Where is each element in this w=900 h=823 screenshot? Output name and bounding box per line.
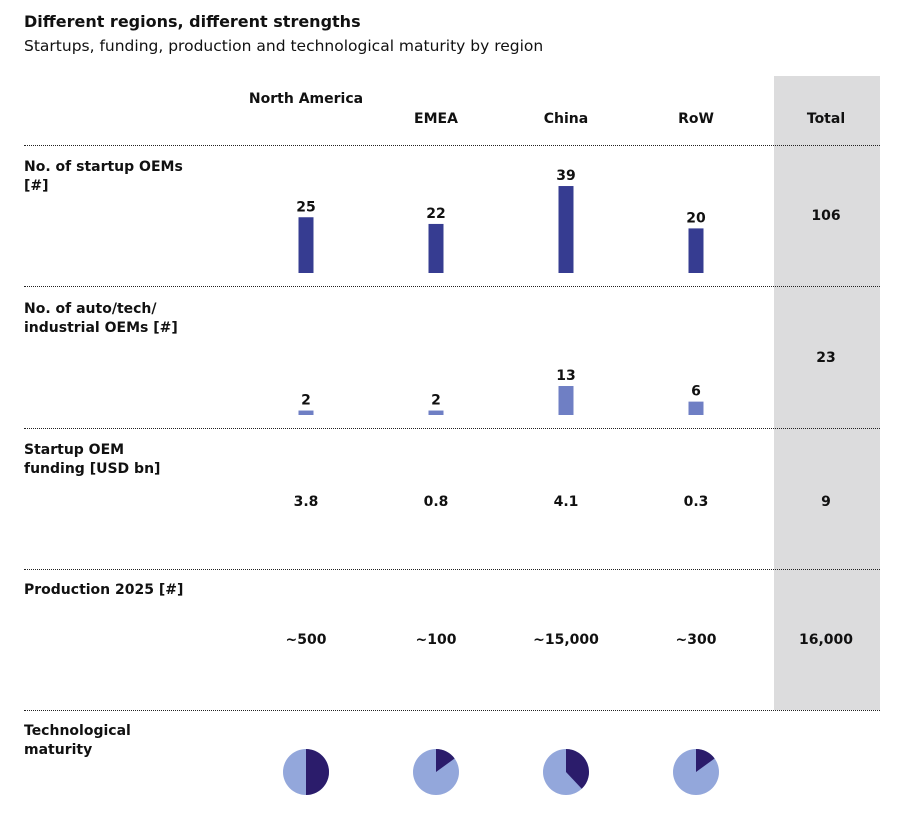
column-header-row: RoW [678,111,714,127]
column-header-china: China [543,111,589,127]
row-divider [24,286,880,287]
startup-oems-bar-north-america [298,217,314,273]
row-divider [24,710,880,711]
total-incumbent-oems: 23 [816,350,836,366]
startup-oems-label-north-america: 25 [296,199,315,215]
incumbent-oems-bar-china [558,386,574,415]
row-label-startup-oems: No. of startup OEMs [#] [24,159,183,194]
incumbent-oems-label-row: 6 [691,384,701,400]
row-divider [24,145,880,146]
incumbent-oems-label-emea: 2 [431,393,441,409]
incumbent-oems-label-north-america: 2 [301,393,311,409]
incumbent-oems-bar-emea [428,410,444,415]
startup-oems-bar-emea [428,223,444,273]
row-divider [24,428,880,429]
total-startup-oems: 106 [811,208,841,224]
column-header-total: Total [806,111,846,127]
maturity-pie-slice-china [566,749,589,789]
startup-oems-bar-row [688,228,704,273]
production-total: 16,000 [798,632,854,648]
startup-oems-label-emea: 22 [426,206,445,222]
row-divider [24,569,880,570]
column-header-north-america: North America [248,91,364,107]
startup-oems-label-china: 39 [556,168,575,184]
funding-value-emea: 0.8 [423,494,449,510]
startup-oems-label-row: 20 [686,210,706,226]
production-value-north-america: ~500 [285,632,327,648]
row-label-funding: Startup OEM funding [USD bn] [24,442,161,477]
row-label-production: Production 2025 [#] [24,582,184,598]
row-label-maturity: Technological maturity [24,723,131,758]
incumbent-oems-bar-row [688,401,704,415]
production-value-china: ~15,000 [533,632,599,648]
funding-value-china: 4.1 [553,494,579,510]
chart-subtitle: Startups, funding, production and techno… [24,37,544,55]
maturity-pie-slice-emea [436,749,455,772]
incumbent-oems-bar-north-america [298,410,314,415]
funding-value-row: 0.3 [683,494,709,510]
production-value-row: ~300 [675,632,717,648]
funding-value-north-america: 3.8 [293,494,319,510]
production-value-emea: ~100 [415,632,457,648]
maturity-pie-slice-row [696,749,715,772]
startup-oems-bar-china [558,186,574,273]
chart-title: Different regions, different strengths [24,12,361,31]
funding-total: 9 [821,494,831,510]
maturity-pie-slice-north-america [306,749,329,795]
column-header-emea: EMEA [414,111,458,127]
incumbent-oems-label-china: 13 [556,368,575,384]
row-label-incumbent-oems: No. of auto/tech/ industrial OEMs [#] [24,301,178,336]
total-column-background [774,76,880,710]
